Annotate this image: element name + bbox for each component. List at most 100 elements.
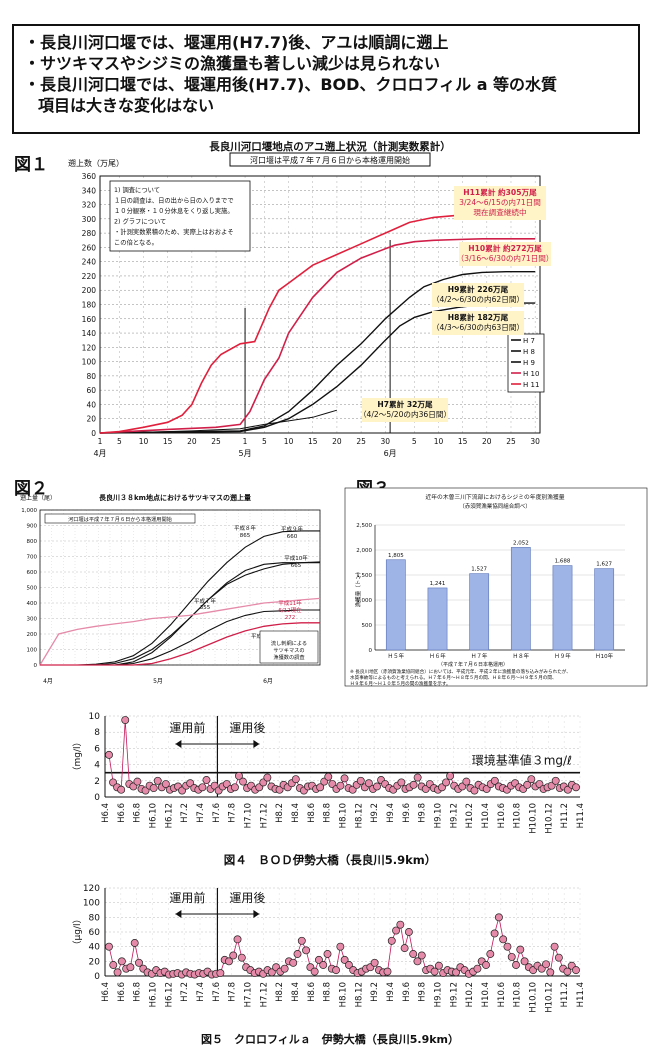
fig4-point xyxy=(105,750,113,759)
fig2-series-label: 平成10年 xyxy=(284,554,308,562)
fig5-point xyxy=(336,942,345,951)
fig3-bar xyxy=(385,559,406,651)
fig4-point xyxy=(336,781,345,790)
fig1-annotation-text: （4/2～5/20の内36日間） xyxy=(359,409,451,419)
fig1-series-line xyxy=(99,271,536,434)
fig5-xtick: H8.2 xyxy=(275,982,285,1002)
fig5-point xyxy=(490,929,499,938)
fig1-ytick: 160 xyxy=(82,315,97,324)
fig4-after-label: 運用後 xyxy=(229,721,265,735)
fig5-point xyxy=(387,936,396,945)
fig4-ylabel: （mg/l） xyxy=(72,737,83,775)
fig3-subtitle: （赤須賀漁業協同組合調べ） xyxy=(459,502,531,510)
fig1-frame xyxy=(99,175,541,434)
fig1-legend-label: H 10 xyxy=(523,370,539,378)
fig1-xtick: 20 xyxy=(187,437,197,446)
fig5-xtick: H7.10 xyxy=(244,982,254,1007)
fig1-legend-label: H 7 xyxy=(523,337,535,345)
fig4-xtick: H7.4 xyxy=(196,803,206,823)
fig2-ytick: 600 xyxy=(27,570,38,576)
fig5-point xyxy=(473,964,482,973)
fig1-annotation-text: H7累計 32万尾 xyxy=(377,399,433,409)
fig1-annotation-text: 現在調査継続中 xyxy=(473,207,526,217)
fig3-category-label: Ｈ10年 xyxy=(595,652,613,660)
fig1-annotation-bg xyxy=(432,283,524,307)
fig5-point xyxy=(404,928,413,936)
fig4-xtick: H9.2 xyxy=(370,803,380,823)
summary-line-2: ・サツキマスやシジミの漁獲量も著しい減少は見られない xyxy=(24,54,441,73)
fig1-annotation-text: H10累計 約272万尾 xyxy=(468,243,542,253)
fig1-ytick: 120 xyxy=(82,343,97,352)
fig2-ytick: 800 xyxy=(27,539,38,545)
fig5-ylabel: （μg/l） xyxy=(72,915,83,950)
fig1-xtick: 1 xyxy=(98,437,103,446)
fig4-xtick: H8.8 xyxy=(323,803,333,823)
fig5-xtick: H6.4 xyxy=(101,982,111,1002)
fig2-series-label: 平成９年 xyxy=(281,525,304,533)
summary-line-3: ・長良川河口堰では、堰運用後(H7.7)、BOD、クロロフィル a 等の水質 xyxy=(24,75,558,94)
fig3-value-label: 1,241 xyxy=(430,581,446,587)
fig5-point xyxy=(503,942,512,951)
fig4-point xyxy=(133,777,142,786)
fig1-ytick: 140 xyxy=(82,329,97,338)
fig1-ytick: 20 xyxy=(86,415,96,424)
fig4-xtick: H10.8 xyxy=(513,803,523,828)
fig5-point xyxy=(392,926,401,935)
fig5-title: 図５ クロロフィルａ 伊勢大橋（長良川5.9km） xyxy=(201,1032,459,1046)
fig2-note-line: サツキマスの xyxy=(273,647,304,654)
fig1-xtick: 10 xyxy=(434,437,444,446)
fig5-xtick: H10.2 xyxy=(465,982,475,1007)
fig1-ytick: 220 xyxy=(82,272,97,281)
fig2-series-label: 660 xyxy=(287,534,298,540)
fig1-series-line xyxy=(99,238,536,434)
fig5-ytick: 120 xyxy=(83,884,100,894)
fig4-point xyxy=(373,782,381,791)
fig4-point xyxy=(291,775,300,784)
fig4-xtick: H6.12 xyxy=(164,803,174,828)
fig1-annotation-bg xyxy=(432,311,524,335)
fig1-xtick: 1 xyxy=(243,437,248,446)
fig5-xtick: H11.2 xyxy=(560,982,570,1007)
fig1-ytick: 80 xyxy=(86,372,96,381)
fig2-ytick: 100 xyxy=(27,648,38,654)
fig5-xtick: H10.6 xyxy=(497,982,507,1007)
fig2-month-label: 4月 xyxy=(43,678,53,685)
fig5-xtick: H8.8 xyxy=(323,982,333,1002)
fig2-ylabel: 遡上量（尾） xyxy=(20,494,56,502)
fig4-ytick: 2 xyxy=(94,777,100,787)
fig5-xtick: H7.8 xyxy=(228,982,238,1002)
fig1-ytick: 240 xyxy=(82,258,97,267)
fig5-point xyxy=(494,913,503,922)
fig1-annotation-text: （4/2～6/30の内62日間） xyxy=(432,294,524,304)
fig1-ytick: 360 xyxy=(82,172,97,181)
fig1-note-line: この倍となる。 xyxy=(114,238,158,247)
fig2-ytick: 0 xyxy=(34,663,38,669)
fig3-title: 近年の木曽三川下流部におけるシジミの年度別漁獲量 xyxy=(425,493,564,501)
fig5-point xyxy=(499,935,508,944)
fig5-xtick: H7.4 xyxy=(196,982,206,1002)
fig5-point xyxy=(323,950,332,958)
fig5-xtick: H8.12 xyxy=(354,982,364,1007)
fig5-xtick: H6.12 xyxy=(164,982,174,1007)
fig4-xtick: H11.2 xyxy=(560,803,570,828)
fig2-label: 図２ xyxy=(14,479,48,499)
fig1-annotation-bg xyxy=(454,186,546,220)
fig4-xtick: H9.12 xyxy=(449,803,459,828)
fig4-xtick: H11.4 xyxy=(576,803,586,828)
fig5-point xyxy=(516,945,525,954)
fig5-point xyxy=(563,967,572,976)
fig5-point xyxy=(482,961,490,969)
fig1-xtick: 5 xyxy=(262,437,267,446)
fig4-point xyxy=(234,771,243,780)
fig1-xtick: 10 xyxy=(284,437,294,446)
fig5-point xyxy=(289,958,298,967)
fig5-arrow-right xyxy=(253,910,260,918)
fig4-point xyxy=(446,771,455,780)
fig4-before-label: 運用前 xyxy=(169,720,205,735)
fig5-point xyxy=(310,967,319,976)
fig5-point xyxy=(314,955,323,964)
fig5-point xyxy=(417,951,426,960)
fig3-ytick: 2,500 xyxy=(356,523,372,529)
fig4-point xyxy=(121,716,130,725)
fig5-point xyxy=(233,935,242,944)
